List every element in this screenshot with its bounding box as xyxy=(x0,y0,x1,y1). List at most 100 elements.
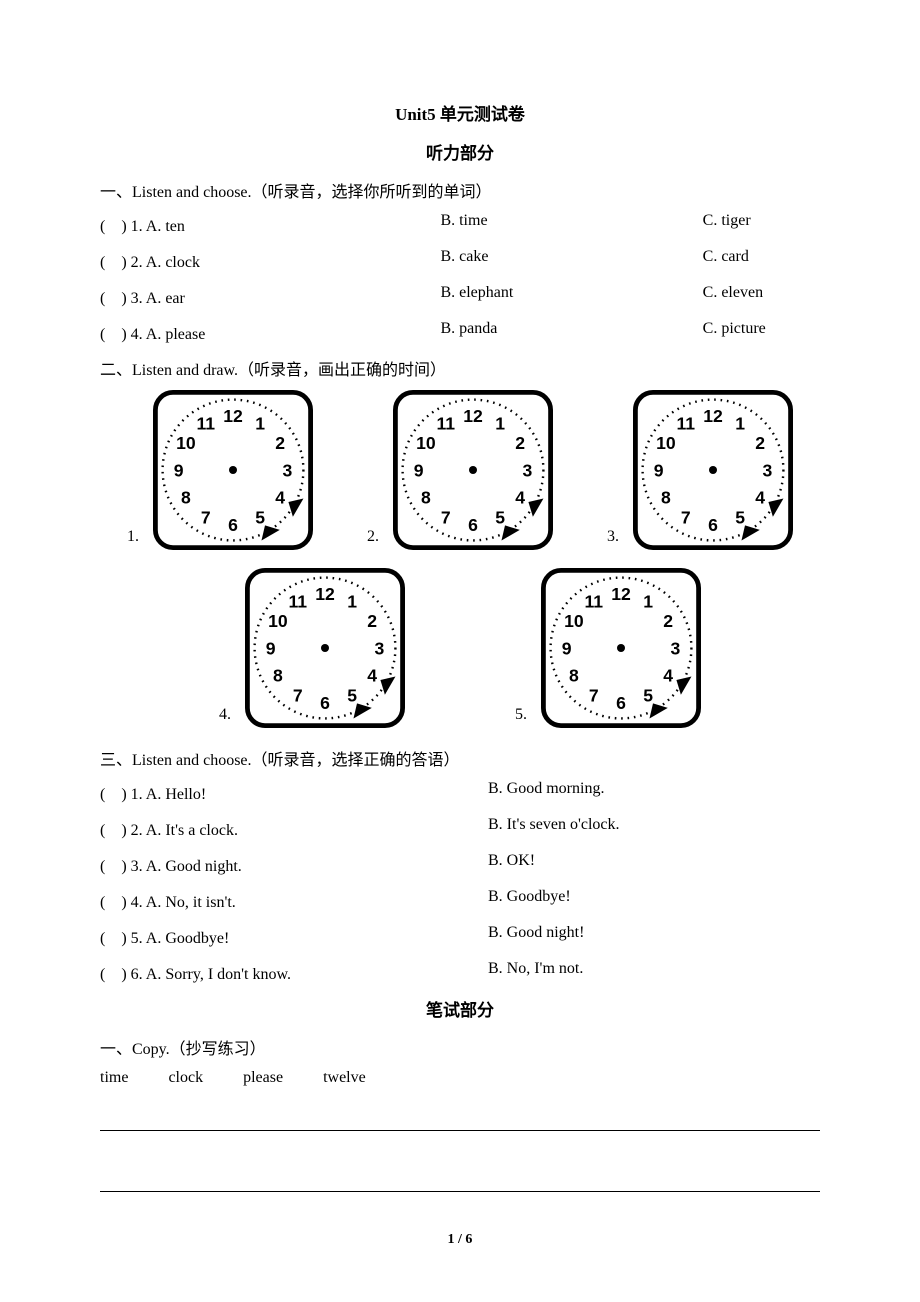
clocks-row-1: 1.1212345678910112.1212345678910113.1212… xyxy=(100,390,820,550)
svg-text:4: 4 xyxy=(515,488,525,508)
question-row: ( ) 2. A. It's a clock. B. It's seven o'c… xyxy=(100,816,820,840)
clock-face-icon: 121234567891011 xyxy=(245,568,405,728)
option-b: B. elephant xyxy=(440,284,694,308)
copy-word: please xyxy=(243,1069,283,1087)
svg-text:3: 3 xyxy=(523,460,533,480)
svg-text:10: 10 xyxy=(416,433,436,453)
svg-text:12: 12 xyxy=(315,584,335,604)
copy-word: time xyxy=(100,1069,128,1087)
clock-number-label: 3. xyxy=(607,528,627,550)
question-row: ( ) 2. A. clock B. cake C. card xyxy=(100,248,820,272)
clock-number-label: 5. xyxy=(515,706,535,728)
written-part1-heading: 一、Copy.（抄写练习） xyxy=(100,1035,820,1059)
svg-text:5: 5 xyxy=(255,508,265,528)
svg-text:6: 6 xyxy=(708,515,718,535)
option-a: ( ) 2. A. clock xyxy=(100,248,432,272)
svg-text:1: 1 xyxy=(643,591,653,611)
svg-text:10: 10 xyxy=(564,611,584,631)
svg-text:11: 11 xyxy=(196,413,215,433)
svg-text:12: 12 xyxy=(223,406,243,426)
svg-text:7: 7 xyxy=(589,686,599,706)
listening-part1-heading: 一、Listen and choose.（听录音，选择你所听到的单词） xyxy=(100,178,820,202)
question-row: ( ) 3. A. ear B. elephant C. eleven xyxy=(100,284,820,308)
question-row: ( ) 5. A. Goodbye! B. Good night! xyxy=(100,924,820,948)
svg-text:3: 3 xyxy=(375,638,385,658)
svg-text:8: 8 xyxy=(569,666,579,686)
write-line xyxy=(100,1107,820,1131)
svg-text:12: 12 xyxy=(611,584,631,604)
option-a: ( ) 5. A. Goodbye! xyxy=(100,924,480,948)
svg-text:1: 1 xyxy=(495,413,505,433)
clock-number-label: 2. xyxy=(367,528,387,550)
svg-text:10: 10 xyxy=(656,433,676,453)
svg-text:5: 5 xyxy=(735,508,745,528)
svg-text:11: 11 xyxy=(584,591,603,611)
clock-item: 3.121234567891011 xyxy=(607,390,793,550)
svg-text:4: 4 xyxy=(663,666,673,686)
svg-text:8: 8 xyxy=(273,666,283,686)
clock-number-label: 4. xyxy=(219,706,239,728)
svg-text:6: 6 xyxy=(616,693,626,713)
svg-text:7: 7 xyxy=(293,686,303,706)
svg-text:4: 4 xyxy=(275,488,285,508)
copy-word: clock xyxy=(168,1069,203,1087)
clock-face-icon: 121234567891011 xyxy=(393,390,553,550)
svg-text:9: 9 xyxy=(266,638,276,658)
copy-word: twelve xyxy=(323,1069,366,1087)
svg-text:2: 2 xyxy=(755,433,765,453)
svg-text:11: 11 xyxy=(288,591,307,611)
svg-text:7: 7 xyxy=(441,508,451,528)
svg-text:6: 6 xyxy=(320,693,330,713)
clock-item: 2.121234567891011 xyxy=(367,390,553,550)
question-row: ( ) 4. A. No, it isn't.B. Goodbye! xyxy=(100,888,820,912)
svg-text:9: 9 xyxy=(562,638,572,658)
option-a: ( ) 1. A. ten xyxy=(100,212,432,236)
svg-text:4: 4 xyxy=(755,488,765,508)
svg-text:11: 11 xyxy=(676,413,695,433)
clocks-row-2: 4.1212345678910115.121234567891011 xyxy=(100,568,820,728)
svg-text:8: 8 xyxy=(181,488,191,508)
option-a: ( ) 3. A. Good night. xyxy=(100,852,480,876)
option-b: B. It's seven o'clock. xyxy=(488,816,748,840)
question-row: ( ) 1. A. tenB. timeC. tiger xyxy=(100,212,820,236)
svg-text:3: 3 xyxy=(283,460,293,480)
option-b: B. cake xyxy=(440,248,694,272)
clock-item: 5.121234567891011 xyxy=(515,568,701,728)
option-b: B. Goodbye! xyxy=(488,888,748,912)
svg-text:3: 3 xyxy=(763,460,773,480)
svg-text:9: 9 xyxy=(174,460,184,480)
clock-item: 1.121234567891011 xyxy=(127,390,313,550)
svg-text:2: 2 xyxy=(367,611,377,631)
question-row: ( ) 1. A. Hello!B. Good morning. xyxy=(100,780,820,804)
option-c: C. picture xyxy=(703,320,820,344)
question-row: ( ) 3. A. Good night.B. OK! xyxy=(100,852,820,876)
svg-text:8: 8 xyxy=(661,488,671,508)
option-c: C. eleven xyxy=(703,284,820,308)
svg-text:1: 1 xyxy=(735,413,745,433)
clock-face-icon: 121234567891011 xyxy=(541,568,701,728)
option-a: ( ) 6. A. Sorry, I don't know. xyxy=(100,960,480,984)
option-a: ( ) 1. A. Hello! xyxy=(100,780,480,804)
svg-text:3: 3 xyxy=(671,638,681,658)
option-b: B. time xyxy=(440,212,694,236)
option-a: ( ) 2. A. It's a clock. xyxy=(100,816,480,840)
section-written-title: 笔试部分 xyxy=(100,996,820,1021)
listening-part3-heading: 三、Listen and choose.（听录音，选择正确的答语） xyxy=(100,746,820,770)
svg-text:1: 1 xyxy=(255,413,265,433)
svg-text:6: 6 xyxy=(468,515,478,535)
listening-part2-heading: 二、Listen and draw.（听录音，画出正确的时间） xyxy=(100,356,820,380)
svg-text:10: 10 xyxy=(268,611,288,631)
svg-text:9: 9 xyxy=(414,460,424,480)
svg-text:12: 12 xyxy=(463,406,483,426)
clock-number-label: 1. xyxy=(127,528,147,550)
clock-face-icon: 121234567891011 xyxy=(633,390,793,550)
page-title: Unit5 单元测试卷 xyxy=(100,100,820,125)
page-number: 1 / 6 xyxy=(100,1232,820,1248)
option-c: C. card xyxy=(703,248,820,272)
svg-text:9: 9 xyxy=(654,460,664,480)
option-b: B. Good night! xyxy=(488,924,748,948)
svg-text:2: 2 xyxy=(515,433,525,453)
question-row: ( ) 4. A. pleaseB. pandaC. picture xyxy=(100,320,820,344)
svg-text:5: 5 xyxy=(495,508,505,528)
option-a: ( ) 3. A. ear xyxy=(100,284,432,308)
